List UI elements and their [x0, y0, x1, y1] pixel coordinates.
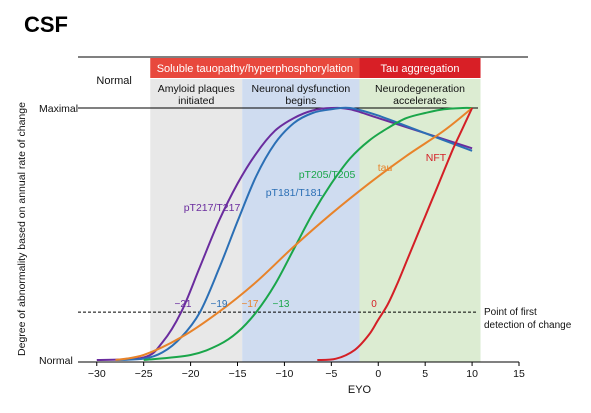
series-line-tau: [115, 107, 473, 361]
x-tick-label: −5: [325, 368, 337, 380]
series-label-pt181-t181: pT181/T181: [266, 187, 323, 199]
detection-label-pt181-t181: −19: [211, 299, 228, 310]
series-label-nft: NFT: [426, 152, 447, 164]
stage-band-2: [242, 79, 360, 362]
series-label-pt205-t205: pT205/T205: [299, 169, 356, 181]
stage-subheader-1: Amyloid plaques: [158, 83, 235, 95]
x-tick-label: −15: [229, 368, 247, 380]
detection-label-pt217-t217: −21: [175, 299, 192, 310]
y-tick-label: Maximal: [39, 103, 78, 115]
x-tick-label: −25: [135, 368, 153, 380]
stage-subheader-2: Neuronal dysfunction: [252, 83, 351, 95]
header-bar-tau: [359, 58, 481, 78]
x-tick-label: 15: [513, 368, 525, 380]
threshold-label: detection of change: [484, 320, 572, 331]
figure-title: CSF: [24, 12, 68, 37]
stage-band-3: [359, 79, 481, 362]
threshold-label: Point of first: [484, 307, 537, 318]
header-bar-soluble: [150, 58, 360, 78]
series-line-pt205-t205: [143, 106, 473, 361]
y-axis-title: Degree of abnormality based on annual ra…: [16, 102, 28, 356]
stage-subheader-1: initiated: [178, 95, 214, 107]
series-line-pt217-t217: [96, 106, 473, 361]
x-tick-label: 5: [422, 368, 428, 380]
y-tick-label: Normal: [39, 355, 73, 367]
x-tick-label: −30: [88, 368, 106, 380]
series-line-nft: [317, 107, 474, 361]
x-tick-label: 0: [375, 368, 381, 380]
x-tick-label: 10: [466, 368, 478, 380]
stage-band-1: [150, 79, 243, 362]
detection-label-tau: −17: [242, 299, 259, 310]
stage-subheader-2: begins: [285, 95, 316, 107]
series-line-pt181-t181: [115, 106, 473, 361]
detection-label-pt205-t205: −13: [273, 299, 290, 310]
series-label-tau: tau: [378, 162, 393, 174]
stage-header-soluble: Soluble tauopathy/hyperphosphorylation: [157, 63, 353, 75]
detection-label-nft: 0: [371, 299, 377, 310]
stage-header-normal: Normal: [96, 75, 131, 87]
x-axis-title: EYO: [348, 384, 372, 396]
series-label-pt217-t217: pT217/T217: [184, 202, 241, 214]
stage-subheader-3: Neurodegeneration: [375, 83, 465, 95]
x-tick-label: −20: [182, 368, 200, 380]
x-tick-label: −10: [276, 368, 294, 380]
stage-header-tau: Tau aggregation: [381, 63, 460, 75]
stage-subheader-3: accelerates: [393, 95, 447, 107]
